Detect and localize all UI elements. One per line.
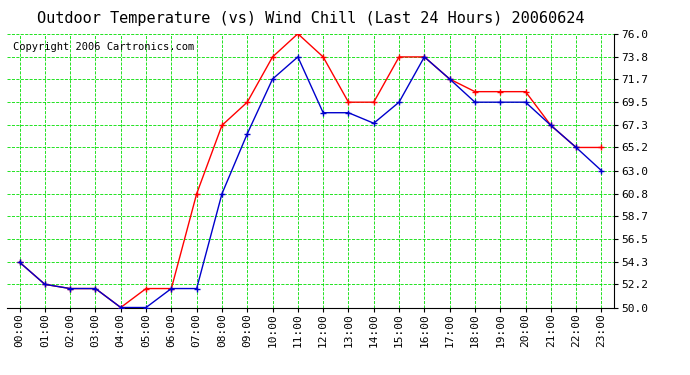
Text: Copyright 2006 Cartronics.com: Copyright 2006 Cartronics.com: [13, 42, 194, 52]
Text: Outdoor Temperature (vs) Wind Chill (Last 24 Hours) 20060624: Outdoor Temperature (vs) Wind Chill (Las…: [37, 11, 584, 26]
